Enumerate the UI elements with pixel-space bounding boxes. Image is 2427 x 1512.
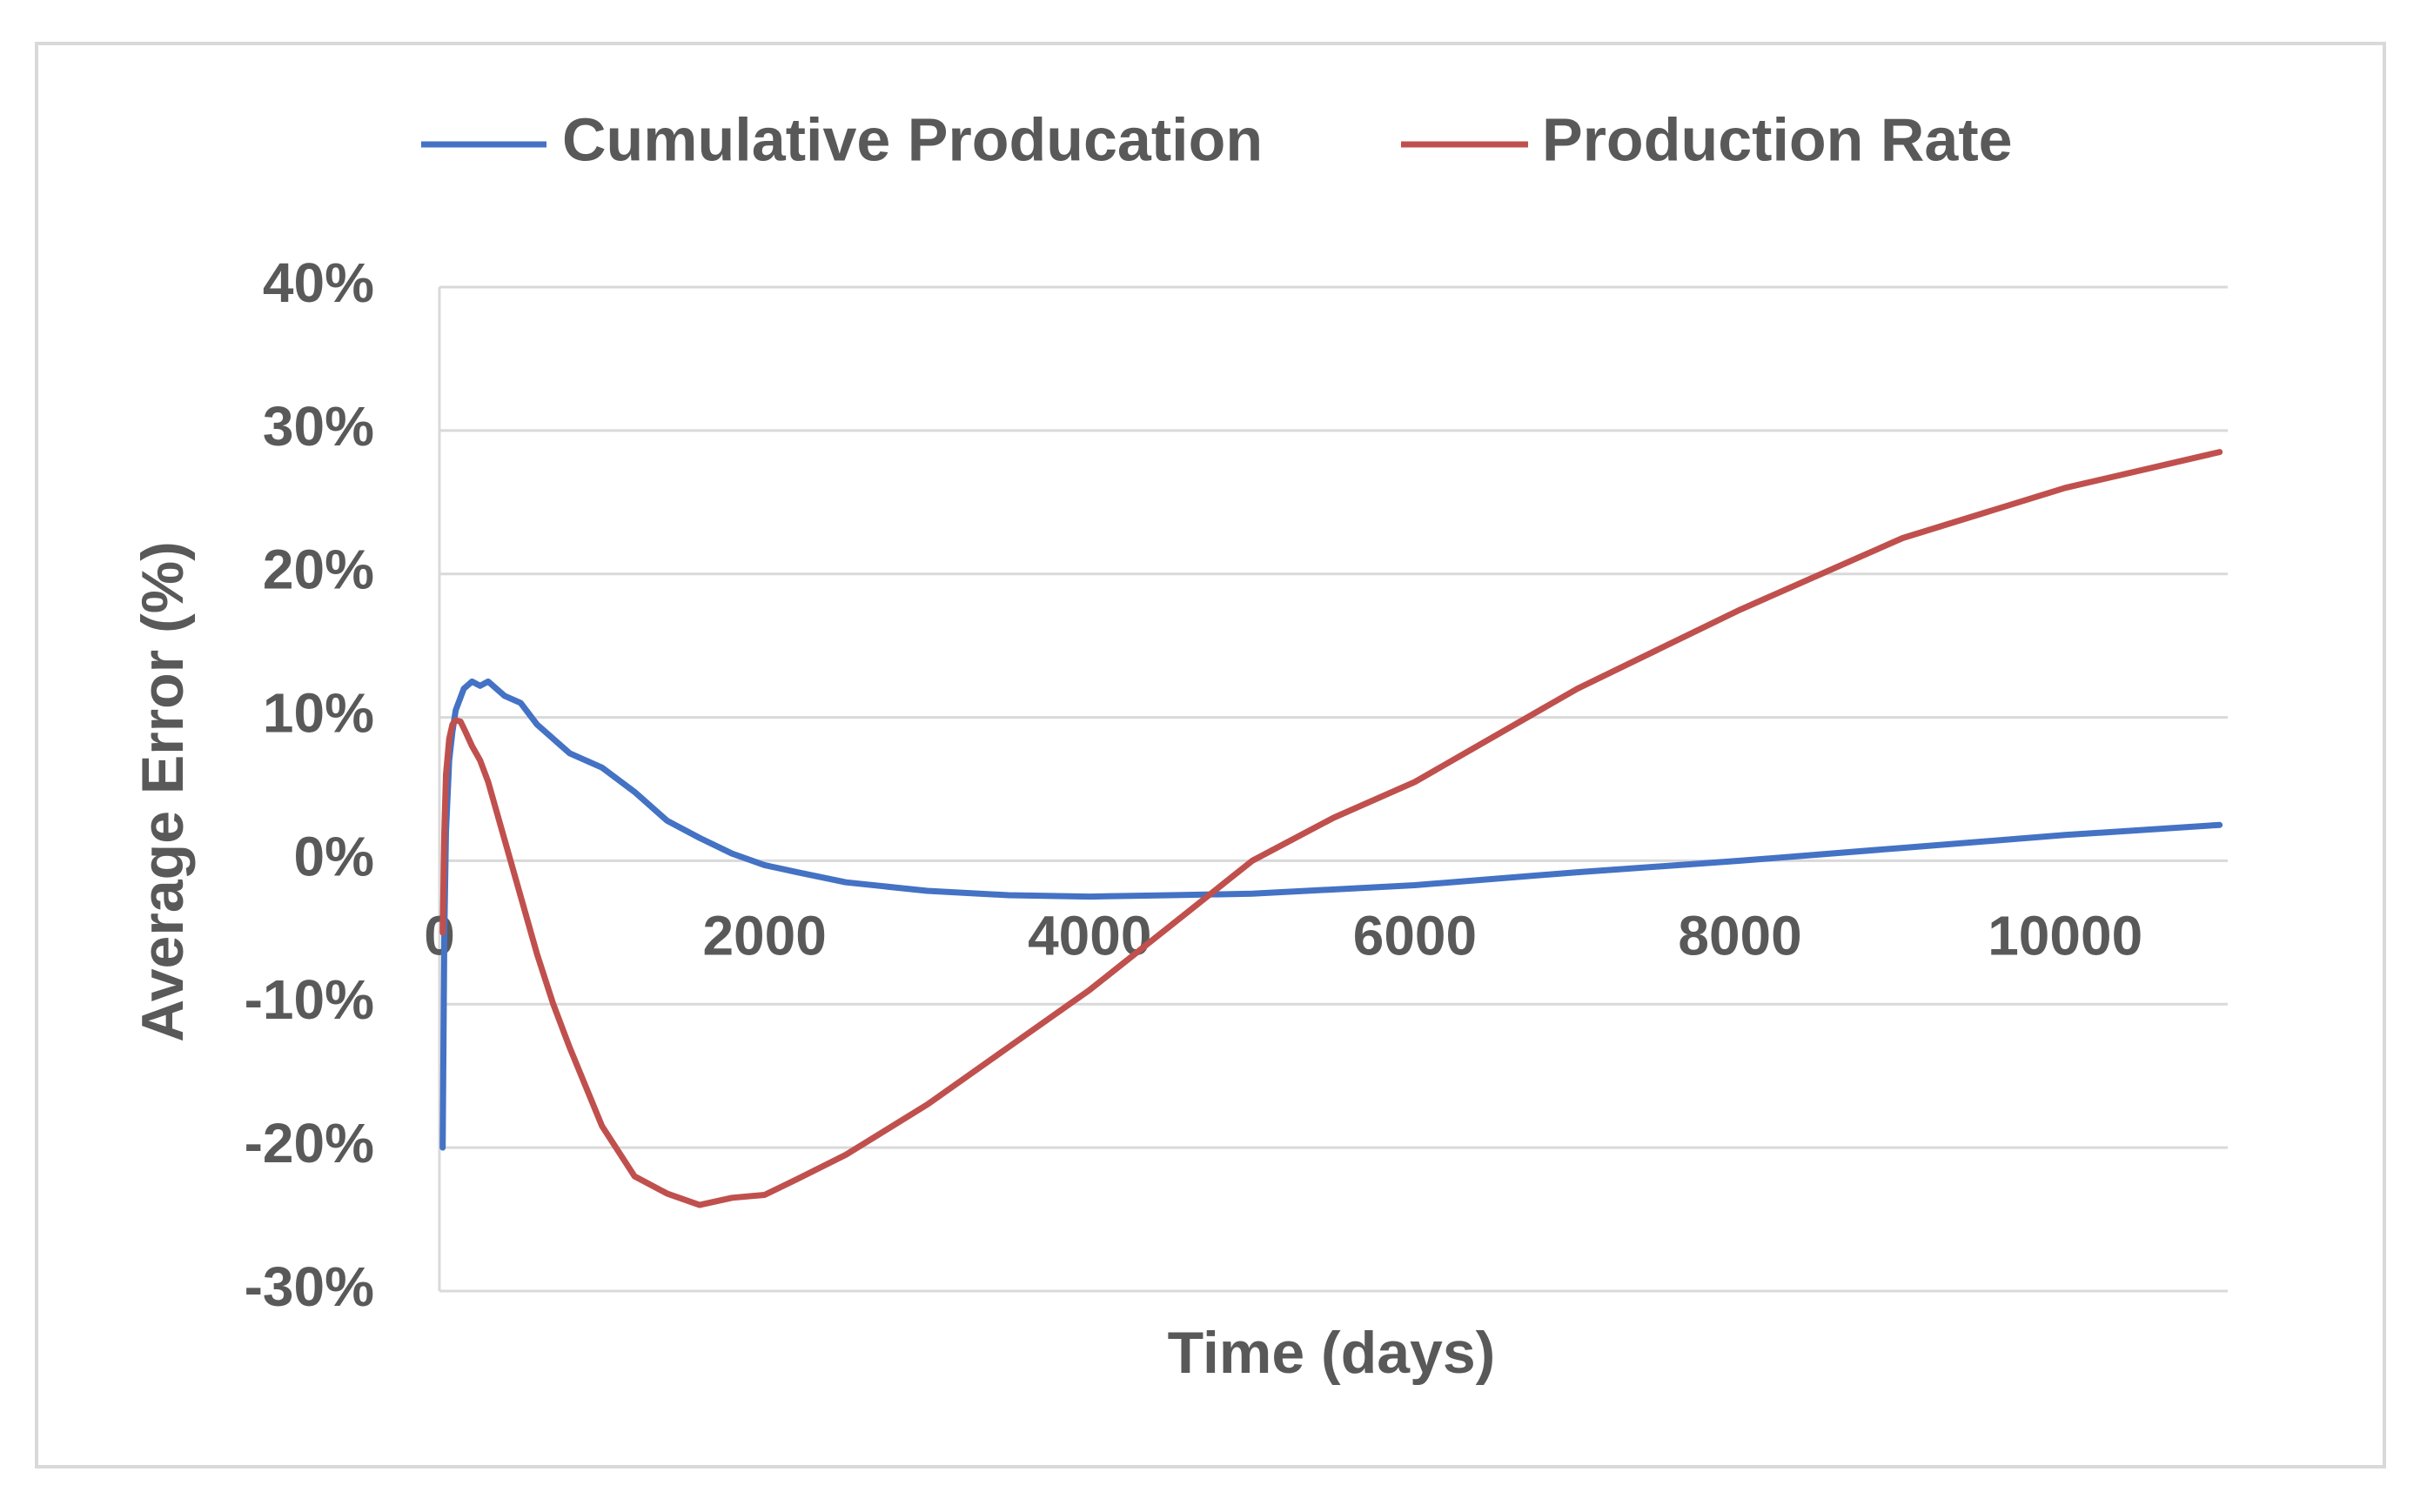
y-tick-labels: -30% -20% -10% 0% 10% 20% 30% 40% [245, 251, 374, 1318]
x-tick-labels: 0 2000 4000 6000 8000 10000 [424, 904, 2142, 967]
y-tick-label-0: -30% [245, 1255, 374, 1318]
x-tick-label-3: 6000 [1353, 904, 1477, 967]
series-line-production-rate [439, 449, 2223, 1208]
x-tick-label-1: 2000 [702, 904, 826, 967]
legend-label-production-rate: Production Rate [1542, 105, 2013, 173]
series-layer [439, 449, 2223, 1208]
y-tick-label-2: -10% [245, 968, 374, 1031]
series-line-cumulative [439, 678, 2223, 1151]
y-tick-label-5: 20% [263, 539, 374, 601]
y-axis-title: Average Error (%) [130, 541, 196, 1042]
y-tick-label-4: 10% [263, 681, 374, 744]
y-tick-label-7: 40% [263, 251, 374, 314]
legend: Cumulative Producation Production Rate [421, 105, 2013, 173]
chart-frame [35, 42, 2386, 1469]
grid-layer [439, 285, 2228, 1293]
y-tick-label-6: 30% [263, 395, 374, 458]
legend-label-cumulative: Cumulative Producation [562, 105, 1263, 173]
x-tick-label-4: 8000 [1678, 904, 1801, 967]
x-axis-title: Time (days) [1168, 1320, 1496, 1386]
y-tick-label-3: 0% [294, 825, 375, 887]
x-tick-label-0: 0 [424, 904, 455, 967]
y-tick-label-1: -20% [245, 1112, 374, 1174]
x-tick-label-5: 10000 [1988, 904, 2142, 967]
